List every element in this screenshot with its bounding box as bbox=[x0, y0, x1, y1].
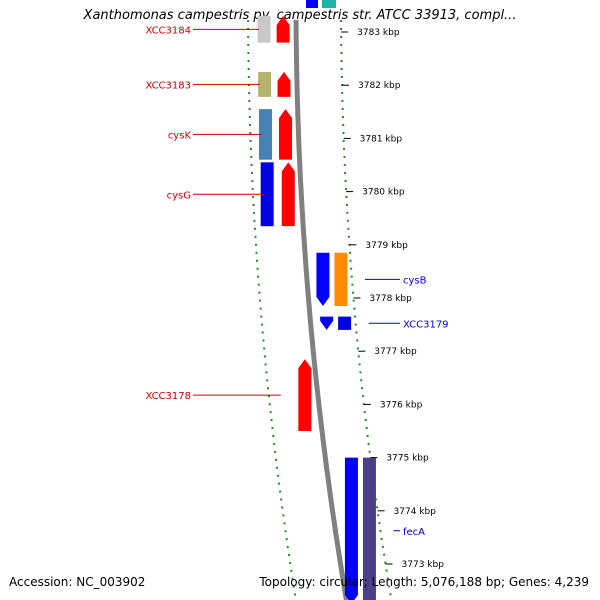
tick-label: 3782 kbp bbox=[358, 81, 401, 91]
gene-label-cysK: cysK bbox=[168, 130, 192, 141]
gene-label-fecA: fecA bbox=[403, 527, 425, 538]
cog-box-XCC3184 bbox=[257, 16, 271, 43]
gene-label-cysB: cysB bbox=[403, 275, 427, 286]
tick-label: 3780 kbp bbox=[362, 188, 405, 198]
partial-cog-box bbox=[322, 0, 336, 8]
outer-dotted-ruler bbox=[340, 20, 393, 600]
backbone-ring bbox=[293, 20, 349, 600]
gene-arrow-XCC3184 bbox=[276, 16, 290, 43]
gene-arrow-cysB bbox=[316, 252, 330, 306]
tick-label: 3776 kbp bbox=[380, 400, 423, 410]
cog-box-XCC3179 bbox=[338, 316, 352, 330]
tick-label: 3774 kbp bbox=[394, 507, 437, 517]
gene-label-XCC3184: XCC3184 bbox=[145, 25, 191, 36]
gene-layer bbox=[257, 0, 376, 600]
tick-label: 3773 kbp bbox=[402, 560, 445, 570]
partial-gene-arrow bbox=[306, 0, 318, 8]
label-layer: XCC3184 XCC3183 cysK cysG cysB XCC3179 XCC3178… bbox=[145, 25, 448, 537]
gene-arrow-fecA bbox=[344, 457, 358, 600]
gene-arrow-cysK bbox=[279, 109, 293, 160]
gene-arrow-XCC3179 bbox=[320, 316, 334, 330]
cog-box-XCC3183 bbox=[258, 71, 272, 97]
tick-label: 3777 kbp bbox=[374, 347, 417, 357]
genome-summary-text: Topology: circular; Length: 5,076,188 bp… bbox=[259, 575, 589, 589]
gene-arrow-cysG bbox=[281, 162, 295, 227]
gene-label-cysG: cysG bbox=[167, 190, 191, 201]
gene-label-XCC3179: XCC3179 bbox=[403, 319, 449, 330]
tick-label: 3775 kbp bbox=[386, 454, 429, 464]
dotted-ruler-layer bbox=[247, 20, 393, 600]
cog-box-fecA bbox=[362, 457, 376, 600]
gene-arrow-XCC3183 bbox=[277, 71, 291, 97]
tick-label: 3779 kbp bbox=[365, 241, 408, 251]
accession-text: Accession: NC_003902 bbox=[9, 575, 146, 589]
tick-label: 3781 kbp bbox=[360, 134, 403, 144]
tick-label-layer: 3783 kbp 3782 kbp 3781 kbp 3780 kbp 3779 kbp… bbox=[341, 28, 444, 570]
inner-dotted-ruler bbox=[247, 20, 297, 600]
backbone-layer bbox=[293, 20, 349, 600]
cog-box-cysK bbox=[259, 109, 273, 160]
cog-box-cysG bbox=[260, 162, 274, 227]
gene-arrow-XCC3178 bbox=[298, 359, 312, 431]
tick-label: 3783 kbp bbox=[357, 28, 400, 38]
gene-label-XCC3183: XCC3183 bbox=[145, 80, 191, 91]
map-title: Xanthomonas campestris pv. campestris st… bbox=[83, 8, 517, 23]
tick-label: 3778 kbp bbox=[369, 294, 412, 304]
cog-box-cysB bbox=[334, 252, 348, 306]
gene-label-XCC3178: XCC3178 bbox=[145, 391, 191, 402]
